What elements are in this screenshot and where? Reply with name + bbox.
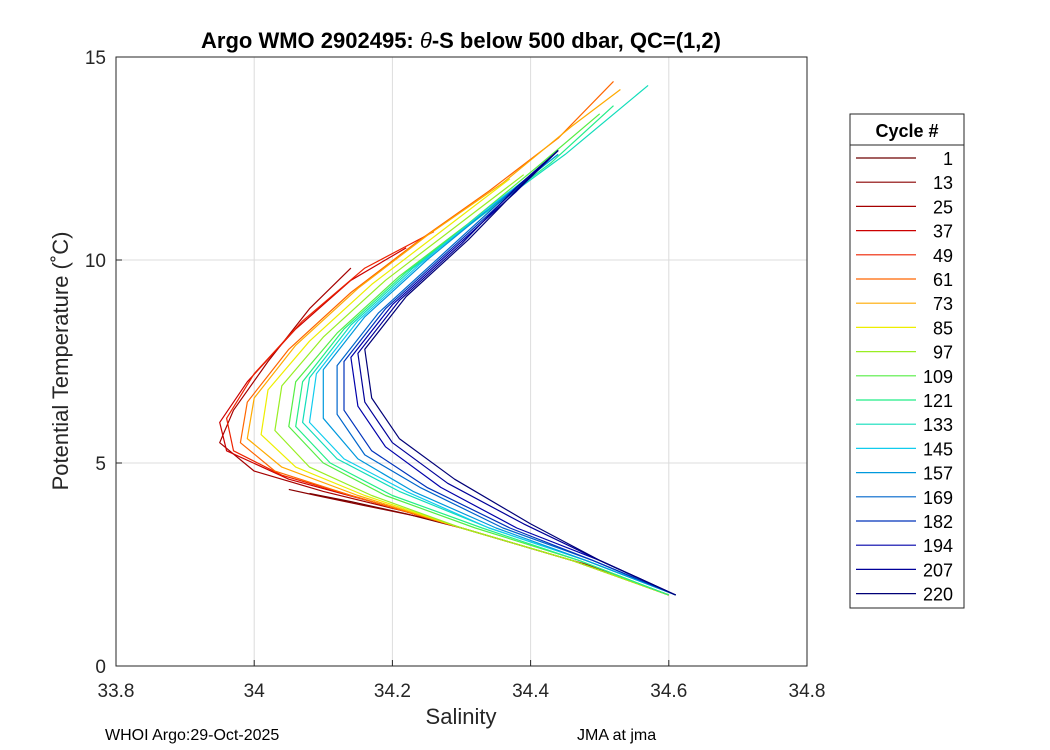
chart-title: Argo WMO 2902495: θ-S below 500 dbar, QC… — [201, 28, 721, 53]
series-line-cycle-97 — [274, 174, 670, 596]
legend-label-cycle-207: 207 — [923, 560, 953, 580]
legend-label-cycle-182: 182 — [923, 512, 953, 532]
legend-label-cycle-13: 13 — [933, 173, 953, 193]
legend-label-cycle-194: 194 — [923, 536, 953, 556]
legend-label-cycle-49: 49 — [933, 246, 953, 266]
y-tick-label: 15 — [85, 48, 106, 69]
ticks: 33.8 34 34.2 34.4 34.6 34.8 0 5 10 15 — [85, 48, 826, 702]
legend-title: Cycle # — [875, 121, 938, 141]
x-tick-label: 34 — [244, 681, 266, 702]
x-tick-label: 34.8 — [789, 681, 826, 702]
legend-label-cycle-73: 73 — [933, 294, 953, 314]
legend-label-cycle-85: 85 — [933, 318, 953, 338]
axes-background — [116, 57, 807, 666]
x-tick-label: 34.4 — [512, 681, 549, 702]
legend-label-cycle-97: 97 — [933, 343, 953, 363]
y-tick-label: 5 — [95, 454, 106, 475]
legend-label-cycle-25: 25 — [933, 197, 953, 217]
legend-label-cycle-169: 169 — [923, 488, 953, 508]
series-line-cycle-220 — [364, 149, 676, 596]
x-axis-label: Salinity — [426, 704, 497, 729]
legend-label-cycle-145: 145 — [923, 439, 953, 459]
legend-label-cycle-220: 220 — [923, 585, 953, 605]
series-line-cycle-182 — [343, 149, 676, 596]
x-tick-label: 33.8 — [98, 681, 135, 702]
x-tick-label: 34.2 — [374, 681, 411, 702]
plot-area: 33.8 34 34.2 34.4 34.6 34.8 0 5 10 15 — [85, 48, 826, 702]
series-line-cycle-207 — [357, 149, 676, 596]
legend-label-cycle-121: 121 — [923, 391, 953, 411]
y-axis-label: Potential Temperature (˚C) — [48, 232, 73, 491]
legend-label-cycle-1: 1 — [943, 149, 953, 169]
legend-box — [849, 113, 965, 609]
x-tick-label: 34.6 — [650, 681, 687, 702]
series-line-cycle-169 — [336, 149, 676, 596]
axes-box — [115, 56, 808, 667]
legend-label-cycle-61: 61 — [933, 270, 953, 290]
series-line-cycle-157 — [322, 153, 676, 596]
y-tick-label: 0 — [95, 657, 106, 678]
legend-label-cycle-157: 157 — [923, 464, 953, 484]
series-line-cycle-145 — [308, 153, 676, 596]
footer-left: WHOI Argo:29-Oct-2025 — [105, 727, 279, 744]
y-tick-label: 10 — [85, 251, 106, 272]
footer-right: JMA at jma — [577, 727, 656, 744]
legend-items: 1 13 25 37 49 61 73 85 97 109 121 133 145 157 169 182 19… — [856, 149, 953, 605]
legend-label-cycle-133: 133 — [923, 415, 953, 435]
legend: Cycle # 1 13 25 37 49 61 73 85 97 109 121 133 145 157… — [849, 113, 965, 609]
series-layer — [219, 80, 676, 596]
legend-label-cycle-37: 37 — [933, 222, 953, 242]
legend-label-cycle-109: 109 — [923, 367, 953, 387]
